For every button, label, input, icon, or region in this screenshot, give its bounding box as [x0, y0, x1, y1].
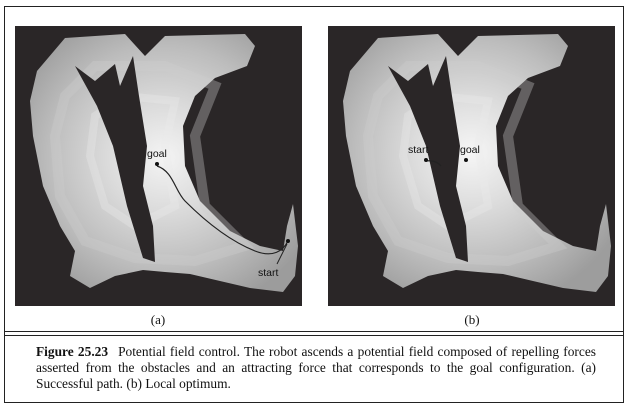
- start-marker-a: [286, 239, 290, 243]
- caption-rule-top: [4, 331, 624, 332]
- start-label-a: start: [258, 267, 279, 279]
- goal-label-a: goal: [147, 148, 167, 160]
- figure-frame: [4, 6, 624, 403]
- potential-field-image-a: goal start: [15, 26, 302, 306]
- start-label-b: start: [408, 144, 429, 156]
- goal-marker-b: [464, 158, 468, 162]
- figure-number: Figure 25.23: [36, 344, 109, 359]
- potential-field-panel-a: goal start: [15, 26, 302, 306]
- potential-field-panel-b: start goal: [328, 26, 615, 306]
- subfigure-label-b: (b): [464, 312, 480, 327]
- subfigure-label-a: (a): [150, 312, 166, 327]
- figure-caption: Figure 25.23 Potential field control. The…: [36, 344, 596, 392]
- start-marker-b: [424, 158, 428, 162]
- goal-label-b: goal: [460, 144, 480, 156]
- potential-field-image-b: start goal: [328, 26, 615, 306]
- goal-marker-a: [155, 162, 159, 166]
- caption-rule-bottom: [4, 335, 624, 336]
- caption-text: Potential field control. The robot ascen…: [36, 344, 596, 391]
